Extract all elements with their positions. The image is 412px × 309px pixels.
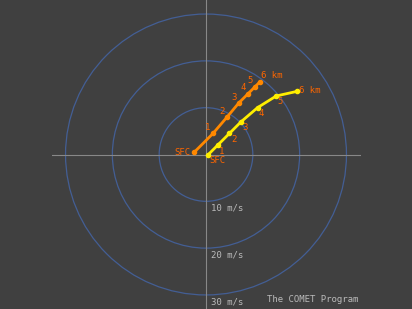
Text: 3: 3 (231, 93, 236, 102)
Text: 10 m/s: 10 m/s (211, 204, 243, 213)
Text: 1: 1 (205, 123, 211, 132)
Text: SFC: SFC (174, 148, 190, 157)
Text: SFC: SFC (210, 156, 226, 165)
Text: The COMET Program: The COMET Program (267, 295, 358, 304)
Text: 1: 1 (219, 146, 225, 155)
Text: 5: 5 (278, 97, 283, 106)
Text: 2: 2 (231, 135, 236, 144)
Text: 4: 4 (259, 109, 264, 118)
Text: 30 m/s: 30 m/s (211, 297, 243, 306)
Text: 3: 3 (243, 123, 248, 132)
Text: 5: 5 (248, 76, 253, 85)
Text: 20 m/s: 20 m/s (211, 251, 243, 260)
Text: 6 km: 6 km (299, 86, 320, 95)
Text: 2: 2 (219, 107, 225, 116)
Text: 6 km: 6 km (261, 70, 283, 80)
Text: 4: 4 (241, 83, 246, 92)
